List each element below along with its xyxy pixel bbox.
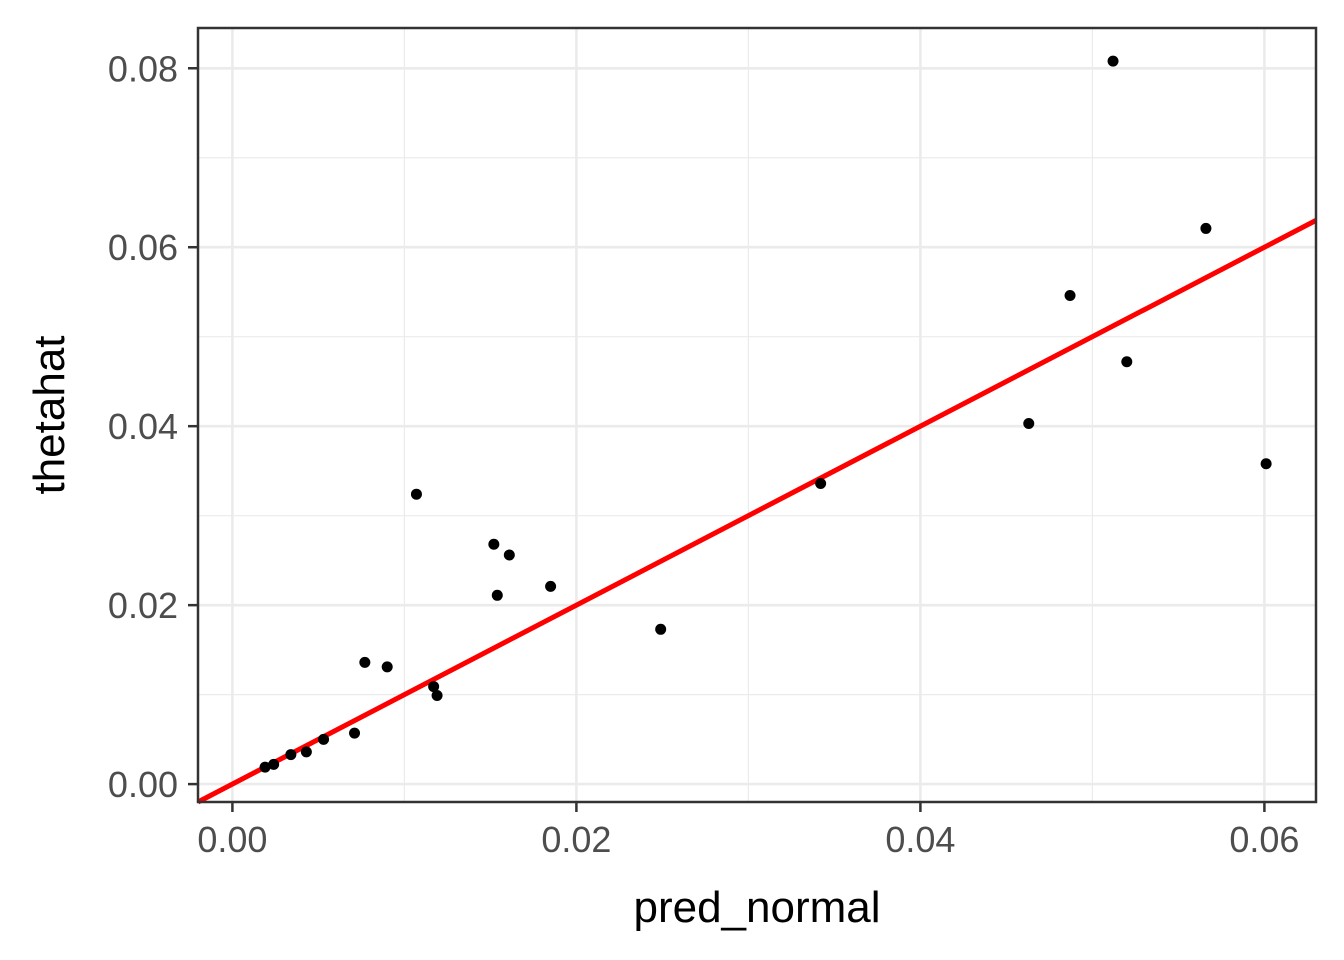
- data-point-18: [1064, 290, 1076, 302]
- data-point-10: [431, 690, 443, 702]
- data-point-3: [300, 746, 312, 758]
- data-point-13: [503, 549, 515, 561]
- y-tick-label-3: 0.06: [108, 227, 178, 268]
- y-tick-label-4: 0.08: [108, 48, 178, 89]
- x-tick-label-0: 0.00: [197, 819, 267, 860]
- data-point-6: [359, 656, 371, 668]
- data-point-16: [815, 477, 827, 489]
- identity-line: [196, 218, 1318, 805]
- data-point-20: [1121, 356, 1133, 368]
- y-axis-ticks: 0.00 0.02 0.04 0.06 0.08: [108, 48, 198, 805]
- y-tick-label-0: 0.00: [108, 764, 178, 805]
- x-tick-label-3: 0.06: [1229, 819, 1299, 860]
- data-point-1: [268, 758, 280, 770]
- data-point-7: [381, 661, 393, 673]
- plot-panel-background: [198, 28, 1316, 802]
- x-tick-label-2: 0.04: [885, 819, 955, 860]
- x-tick-label-1: 0.02: [541, 819, 611, 860]
- data-points: [259, 55, 1272, 773]
- x-axis-title: pred_normal: [633, 883, 880, 932]
- x-axis-ticks: 0.00 0.02 0.04 0.06: [197, 802, 1299, 860]
- minor-gridlines: [198, 28, 1316, 802]
- data-point-11: [488, 538, 500, 550]
- reference-line-group: [196, 218, 1318, 805]
- data-point-19: [1107, 55, 1119, 67]
- data-point-14: [545, 580, 557, 592]
- data-point-2: [285, 749, 297, 761]
- data-point-5: [349, 727, 361, 739]
- data-point-0: [259, 761, 271, 773]
- data-point-12: [491, 589, 503, 601]
- data-point-8: [410, 488, 422, 500]
- data-point-21: [1200, 222, 1212, 234]
- data-point-17: [1023, 418, 1035, 430]
- data-point-9: [428, 681, 440, 693]
- plot-panel-border: [196, 26, 1318, 804]
- data-point-22: [1260, 458, 1272, 470]
- major-gridlines: [198, 28, 1316, 802]
- y-axis-title: thetahat: [25, 335, 74, 494]
- data-point-4: [318, 733, 330, 745]
- y-tick-label-1: 0.02: [108, 585, 178, 626]
- y-tick-label-2: 0.04: [108, 406, 178, 447]
- data-point-15: [655, 623, 667, 635]
